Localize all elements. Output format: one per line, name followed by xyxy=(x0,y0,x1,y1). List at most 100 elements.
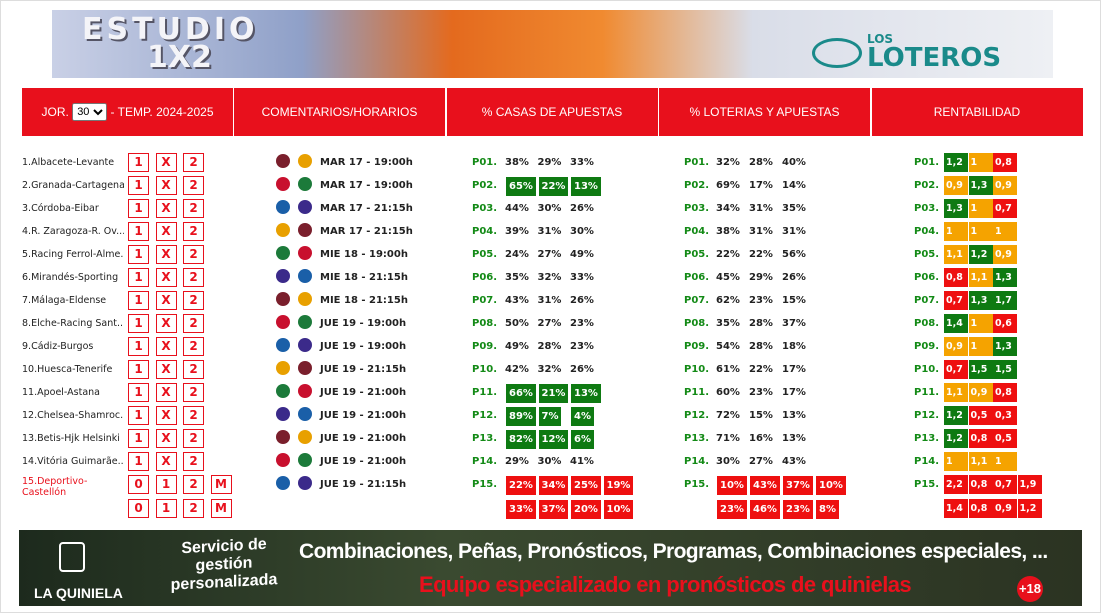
loterias-code: P07. xyxy=(684,295,710,306)
casas-percent: 13% xyxy=(570,383,602,404)
match-name: 15.Deportivo-Castellón xyxy=(22,476,88,498)
casas-code: P14. xyxy=(472,456,498,467)
option-box[interactable]: 1 xyxy=(128,291,149,310)
option-box[interactable]: 2 xyxy=(183,406,204,425)
option-box[interactable]: 1 xyxy=(155,475,177,494)
option-box[interactable]: 1 xyxy=(128,429,149,448)
team-logo xyxy=(298,269,312,283)
casas-code: P10. xyxy=(472,364,498,375)
option-box[interactable]: 1 xyxy=(128,452,149,471)
casas-percent: 26% xyxy=(570,364,594,375)
rent-cell: 0,9 xyxy=(944,176,969,195)
rent-cell: 1,4 xyxy=(944,314,969,333)
option-box[interactable]: 1 xyxy=(128,199,149,218)
option-box[interactable]: X xyxy=(155,176,177,195)
loterias-percent: 37% xyxy=(782,318,806,329)
loterias-percent: 16% xyxy=(749,433,773,444)
loterias-percent: 30% xyxy=(716,456,740,467)
loterias-code: P05. xyxy=(684,249,710,260)
option-box[interactable]: 2 xyxy=(183,268,204,287)
option-box[interactable]: 1 xyxy=(128,314,149,333)
jornada-select[interactable]: 30 xyxy=(72,103,108,121)
banner-title: ESTUDIO xyxy=(82,12,259,47)
option-box[interactable]: 2 xyxy=(183,429,204,448)
rent-code: P07. xyxy=(914,295,940,306)
option-box[interactable]: X xyxy=(155,291,177,310)
rent-cell: 1 xyxy=(944,452,969,471)
option-box[interactable]: X xyxy=(155,153,177,172)
option-box[interactable]: 1 xyxy=(155,499,177,518)
option-box[interactable]: 1 xyxy=(128,406,149,425)
option-box[interactable]: 2 xyxy=(183,245,204,264)
option-box[interactable]: X xyxy=(155,360,177,379)
loterias-code: P09. xyxy=(684,341,710,352)
casas-percent: 82% xyxy=(505,429,537,450)
option-box[interactable]: 2 xyxy=(183,291,204,310)
rent-cell: 0,9 xyxy=(944,337,969,356)
loterias-code: P03. xyxy=(684,203,710,214)
rent-cell: 1,1 xyxy=(944,245,969,264)
rent-cell: 0,9 xyxy=(968,383,994,402)
match-name: 7.Málaga-Eldense xyxy=(22,295,107,306)
option-box[interactable]: X xyxy=(155,222,177,241)
option-box[interactable]: 2 xyxy=(183,383,204,402)
option-box[interactable]: X xyxy=(155,452,177,471)
loterias-percent: 23% xyxy=(749,295,773,306)
option-box[interactable]: 0 xyxy=(128,475,149,494)
team-logo xyxy=(298,223,312,237)
option-box[interactable]: 1 xyxy=(128,176,149,195)
loterias-percent: 13% xyxy=(782,433,806,444)
casas-percent: 44% xyxy=(505,203,529,214)
casas-percent: 19% xyxy=(602,475,635,496)
casas-percent: 30% xyxy=(570,226,594,237)
casas-percent: 89% xyxy=(505,406,537,427)
team-logo xyxy=(298,338,312,352)
rent-cell: 0,8 xyxy=(968,475,994,494)
rent-cell: 0,8 xyxy=(968,499,994,518)
casas-percent: 24% xyxy=(505,249,529,260)
option-box[interactable]: X xyxy=(155,268,177,287)
option-box[interactable]: 1 xyxy=(128,383,149,402)
option-box[interactable]: 2 xyxy=(183,452,204,471)
loterias-percent: 13% xyxy=(782,410,806,421)
loterias-percent: 10% xyxy=(716,475,748,496)
option-box[interactable]: 2 xyxy=(183,153,204,172)
option-box[interactable]: 2 xyxy=(183,360,204,379)
option-box[interactable]: X xyxy=(155,245,177,264)
loterias-percent: 10% xyxy=(815,475,847,496)
option-box[interactable]: X xyxy=(155,406,177,425)
casas-percent: 30% xyxy=(537,456,562,467)
team-logo xyxy=(276,476,290,490)
option-box[interactable]: X xyxy=(155,337,177,356)
option-box[interactable]: 2 xyxy=(183,176,204,195)
team-logo xyxy=(276,177,290,191)
option-box[interactable]: 2 xyxy=(183,222,204,241)
option-box[interactable]: 1 xyxy=(128,360,149,379)
loterias-percent: 62% xyxy=(716,295,740,306)
option-box[interactable]: 1 xyxy=(128,245,149,264)
option-box[interactable]: 1 xyxy=(128,268,149,287)
option-box[interactable]: X xyxy=(155,429,177,448)
option-box[interactable]: X xyxy=(155,199,177,218)
option-box[interactable]: M xyxy=(210,475,232,494)
banner-title: 1X2 xyxy=(147,40,212,75)
bottom-banner: LA QUINIELA Servicio de gestión personal… xyxy=(19,530,1082,606)
option-box[interactable]: M xyxy=(210,499,232,518)
casas-percent: 7% xyxy=(537,406,563,427)
option-box[interactable]: 2 xyxy=(183,199,204,218)
option-box[interactable]: 2 xyxy=(183,337,204,356)
option-box[interactable]: X xyxy=(155,383,177,402)
option-box[interactable]: 2 xyxy=(183,314,204,333)
option-box[interactable]: 1 xyxy=(128,222,149,241)
option-box[interactable]: 0 xyxy=(128,499,149,518)
option-box[interactable]: 1 xyxy=(128,153,149,172)
option-box[interactable]: 1 xyxy=(128,337,149,356)
option-box[interactable]: 2 xyxy=(183,499,204,518)
option-box[interactable]: 2 xyxy=(183,475,204,494)
team-logo xyxy=(276,246,290,260)
option-box[interactable]: X xyxy=(155,314,177,333)
casas-code: P15. xyxy=(472,479,498,490)
team-logo xyxy=(276,361,290,375)
loterias-code: P12. xyxy=(684,410,710,421)
casas-percent: 4% xyxy=(570,406,595,427)
